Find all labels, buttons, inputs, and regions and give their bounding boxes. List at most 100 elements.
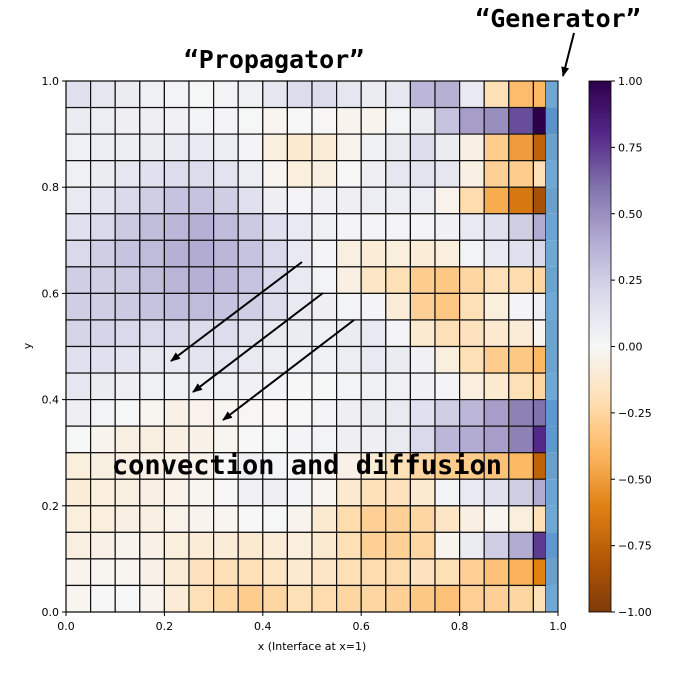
heatmap-cell xyxy=(213,186,239,215)
heatmap-cell xyxy=(508,399,534,427)
heatmap-cell xyxy=(237,584,264,613)
heatmap-cell xyxy=(409,372,436,401)
heatmap-cell xyxy=(532,345,547,374)
colorbar-tick-label: −1.00 xyxy=(618,606,652,619)
heatmap-cell xyxy=(434,531,461,560)
heatmap-cell xyxy=(385,584,411,613)
heatmap-cell xyxy=(163,558,190,587)
heatmap-cell xyxy=(360,213,387,241)
heatmap-cell xyxy=(483,80,510,109)
heatmap-cell xyxy=(286,425,313,454)
heatmap-cell xyxy=(311,425,338,454)
heatmap-cell xyxy=(385,186,411,215)
heatmap-cell xyxy=(262,584,288,613)
heatmap-cell xyxy=(409,292,436,321)
heatmap-cell xyxy=(409,106,436,135)
colorbar-tick-label: −0.25 xyxy=(618,407,652,420)
heatmap-cell xyxy=(459,425,485,454)
heatmap-cell xyxy=(311,80,338,109)
heatmap-cell xyxy=(311,186,338,215)
heatmap-cell xyxy=(237,372,264,401)
heatmap-cell xyxy=(237,160,264,188)
heatmap-cell xyxy=(89,239,116,268)
heatmap-cell xyxy=(286,558,313,587)
generator-cell xyxy=(545,213,558,241)
heatmap-cell xyxy=(409,345,436,374)
heatmap-cell xyxy=(336,505,362,533)
heatmap-cell xyxy=(114,505,141,533)
heatmap-cell xyxy=(65,558,92,587)
heatmap-cell xyxy=(385,425,411,454)
generator-cell xyxy=(545,107,558,135)
heatmap-cell xyxy=(385,505,411,533)
heatmap-cell xyxy=(237,531,264,560)
heatmap-cell xyxy=(360,239,387,268)
heatmap-cell xyxy=(262,478,288,507)
heatmap-cell xyxy=(434,266,461,295)
heatmap-cell xyxy=(385,292,411,321)
heatmap-cell xyxy=(459,292,485,321)
heatmap-cell xyxy=(65,186,92,215)
heatmap-cell xyxy=(163,531,190,560)
heatmap-cell xyxy=(286,106,313,135)
heatmap-cell xyxy=(532,531,547,560)
heatmap-cell xyxy=(114,106,141,135)
heatmap-cell xyxy=(508,452,534,480)
generator-cell xyxy=(545,479,558,506)
heatmap-cell xyxy=(483,319,510,348)
heatmap-cell xyxy=(139,319,166,348)
heatmap-cell xyxy=(483,266,510,295)
heatmap-cell xyxy=(459,505,485,533)
heatmap-cell xyxy=(532,505,547,533)
heatmap-cell xyxy=(188,292,215,321)
heatmap-cell xyxy=(286,584,313,613)
heatmap-cell xyxy=(532,160,547,188)
heatmap-cell xyxy=(262,186,288,215)
heatmap-cell xyxy=(311,531,338,560)
heatmap-cell xyxy=(508,266,534,295)
heatmap-cell xyxy=(114,531,141,560)
heatmap-cell xyxy=(385,558,411,587)
heatmap-cell xyxy=(188,266,215,295)
heatmap-cell xyxy=(286,186,313,215)
heatmap-cell xyxy=(434,160,461,188)
y-tick-label: 0.6 xyxy=(42,287,60,300)
heatmap-cell xyxy=(89,292,116,321)
heatmap-cell xyxy=(286,399,313,427)
heatmap-cell xyxy=(311,399,338,427)
heatmap-cell xyxy=(114,399,141,427)
heatmap-cell xyxy=(483,558,510,587)
heatmap-cell xyxy=(508,425,534,454)
heatmap-cell xyxy=(385,106,411,135)
heatmap-cell xyxy=(532,106,547,135)
heatmap-cell xyxy=(65,505,92,533)
heatmap-cell xyxy=(213,319,239,348)
heatmap-cell xyxy=(286,213,313,241)
heatmap-cell xyxy=(163,452,190,480)
x-axis: 0.0 0.2 0.4 0.6 0.8 1.0 xyxy=(57,612,567,633)
heatmap-cell xyxy=(65,584,92,613)
heatmap-cell xyxy=(188,213,215,241)
heatmap-cell xyxy=(360,372,387,401)
generator-cell xyxy=(545,319,558,347)
heatmap-cell xyxy=(114,80,141,109)
heatmap-cell xyxy=(336,160,362,188)
heatmap-cell xyxy=(336,213,362,241)
heatmap-cell xyxy=(360,133,387,162)
heatmap-cell xyxy=(360,106,387,135)
heatmap-cell xyxy=(139,558,166,587)
heatmap-cell xyxy=(459,239,485,268)
y-axis: 0.0 0.2 0.4 0.6 0.8 1.0 xyxy=(42,75,66,619)
heatmap-cell xyxy=(89,558,116,587)
heatmap-cell xyxy=(139,399,166,427)
heatmap-cell xyxy=(311,266,338,295)
colorbar-tick-label: −0.75 xyxy=(618,540,652,553)
heatmap-cell xyxy=(434,345,461,374)
heatmap-cell xyxy=(163,584,190,613)
heatmap-cell xyxy=(434,478,461,507)
heatmap-cell xyxy=(532,133,547,162)
heatmap-cell xyxy=(139,372,166,401)
heatmap-cell xyxy=(213,133,239,162)
heatmap-cell xyxy=(139,531,166,560)
heatmap-cell xyxy=(213,80,239,109)
